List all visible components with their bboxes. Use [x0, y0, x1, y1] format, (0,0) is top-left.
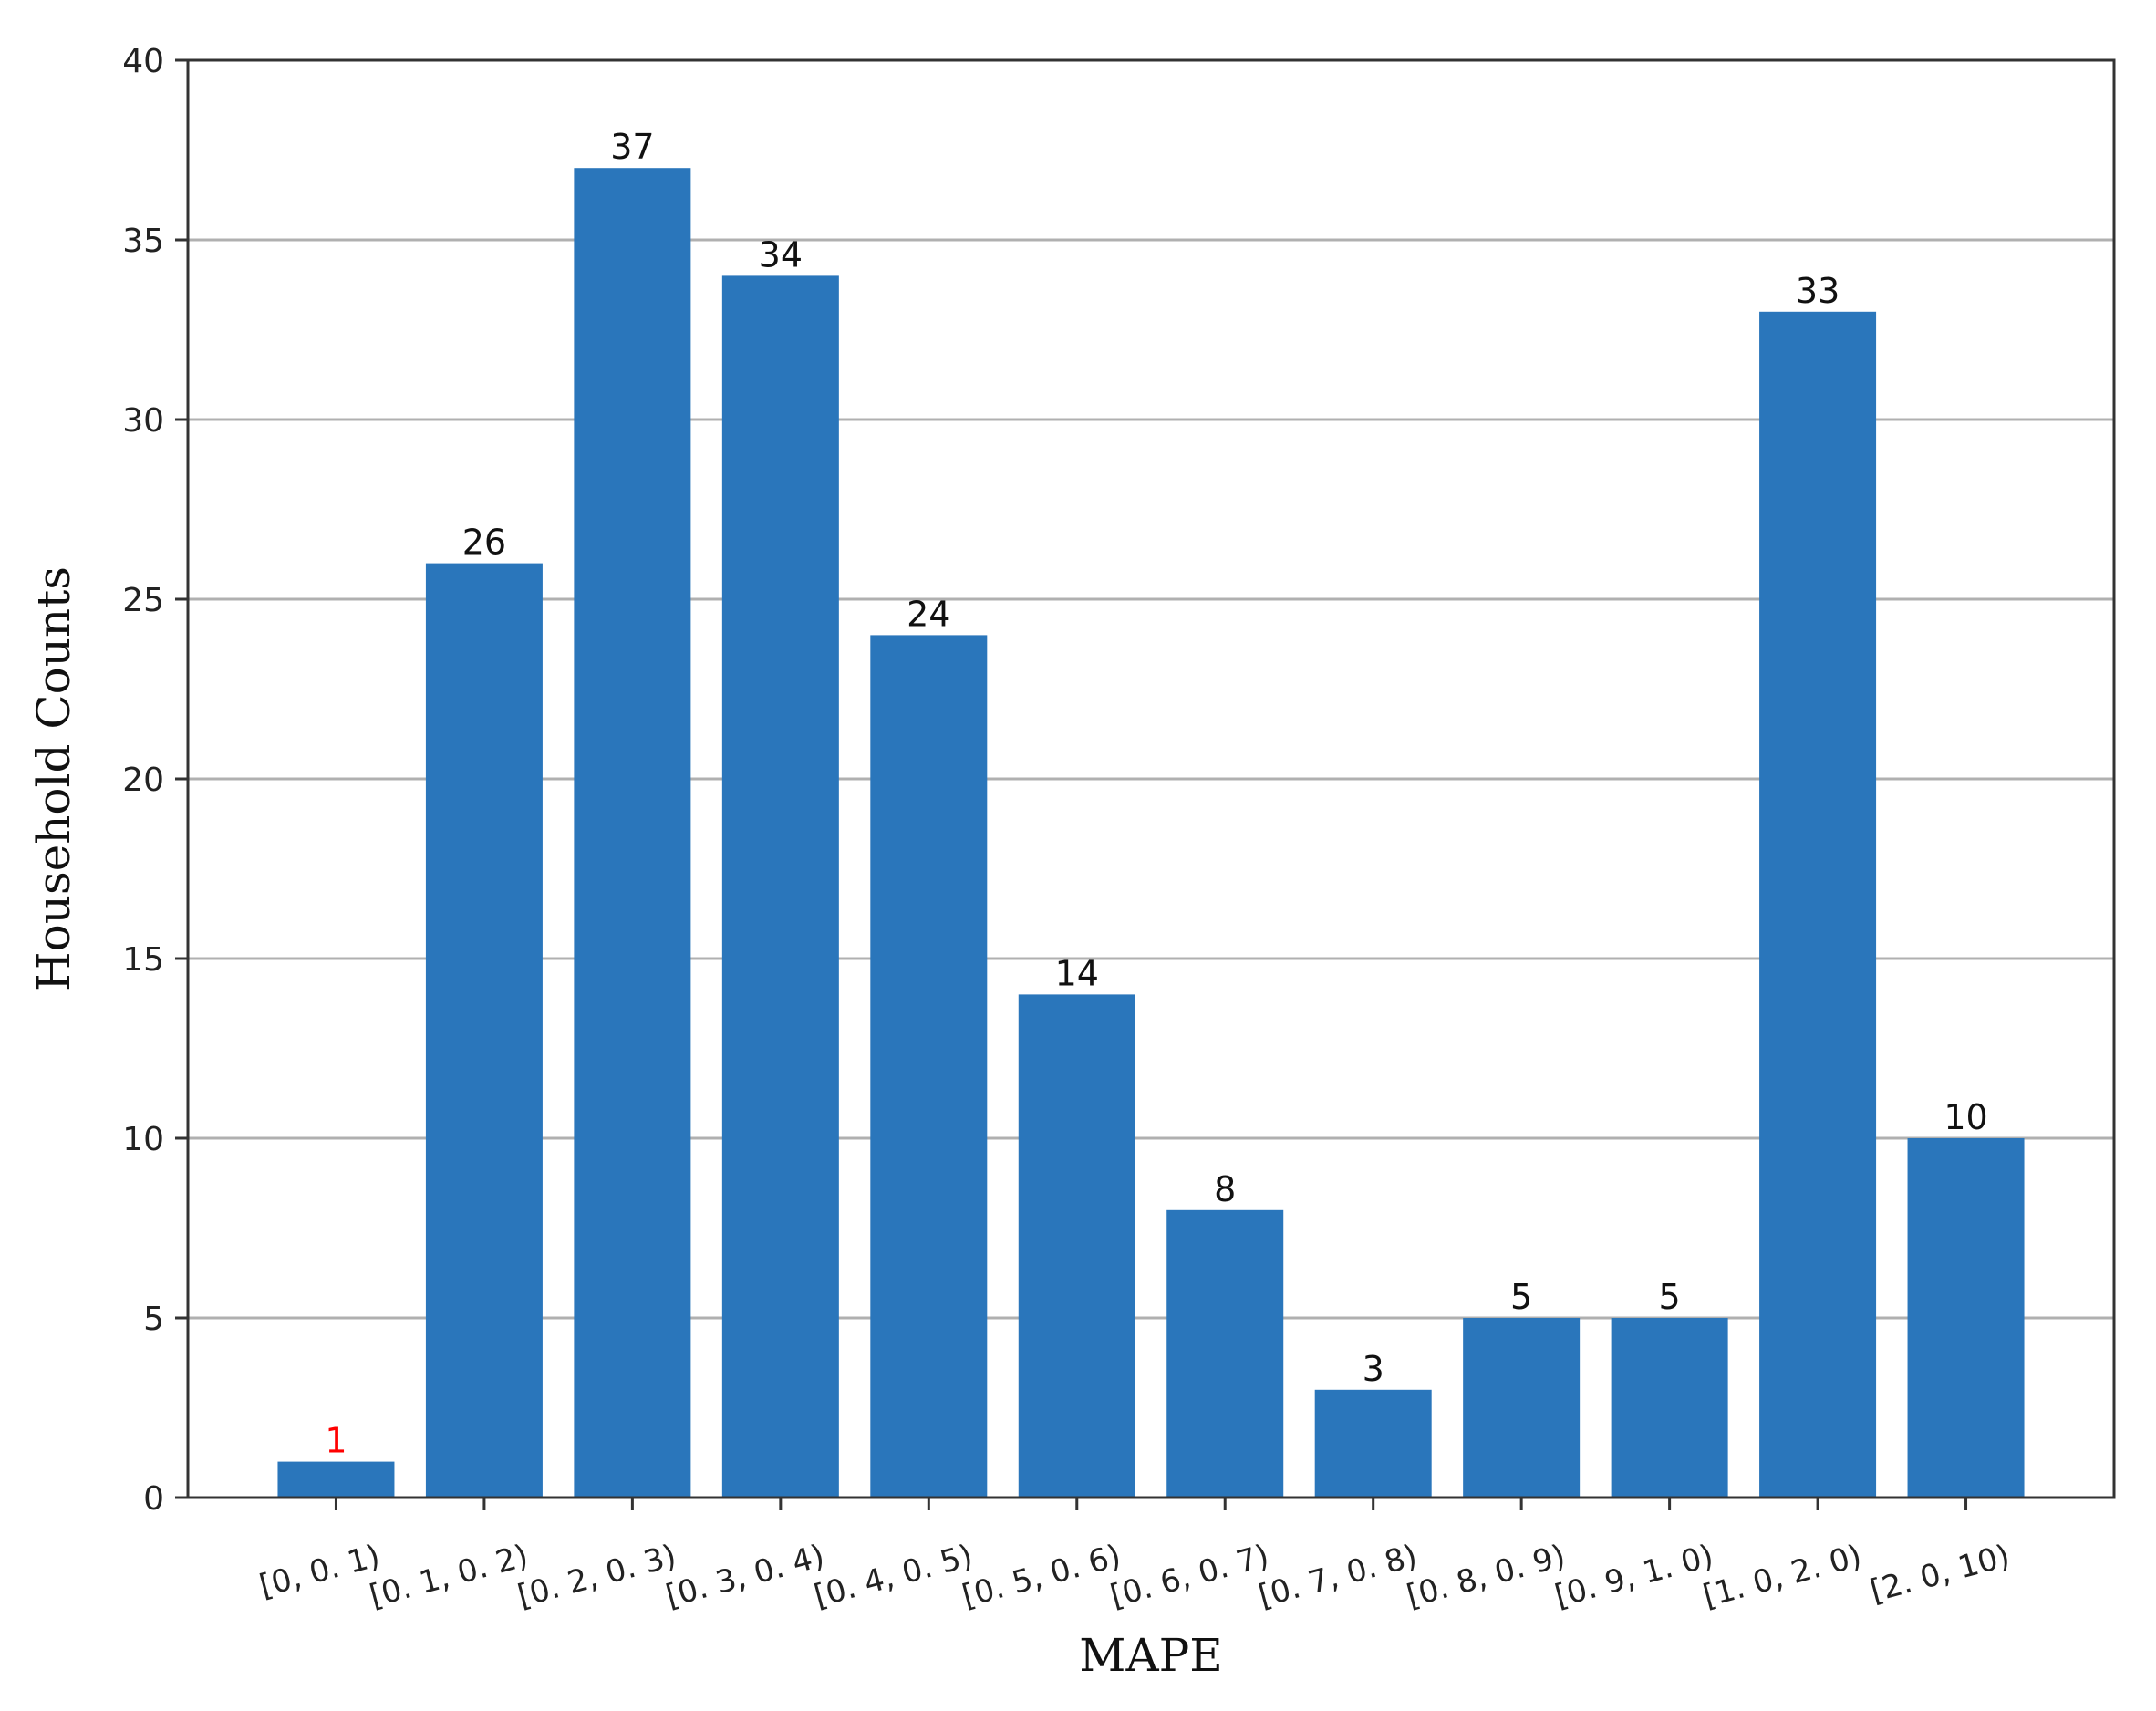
x-axis-ticks: [0, 0. 1)[0. 1, 0. 2)[0. 2, 0. 3)[0. 3, …	[255, 1498, 2014, 1615]
bar-value-label: 14	[1055, 953, 1099, 993]
bar-value-label: 24	[907, 594, 950, 634]
bar-value-label: 33	[1796, 271, 1840, 311]
bar-value-label: 1	[325, 1421, 347, 1461]
bar-value-label: 37	[610, 127, 654, 167]
y-tick-label: 15	[122, 941, 164, 979]
bar	[1463, 1318, 1581, 1498]
x-tick-label: [0. 5, 0. 6)	[959, 1538, 1125, 1615]
x-tick-label: [0. 1, 0. 2)	[366, 1538, 532, 1615]
y-axis-ticks: 0 5 10 15 20 25 30 35 40	[122, 43, 188, 1518]
bar	[1166, 1209, 1284, 1498]
bar	[1907, 1138, 2025, 1498]
bars	[277, 168, 2025, 1498]
y-tick-label: 25	[122, 582, 164, 619]
y-tick-label: 40	[122, 43, 164, 80]
y-tick-label: 0	[143, 1480, 164, 1518]
bar	[277, 1461, 395, 1498]
x-tick-label: [0, 0. 1)	[255, 1538, 383, 1604]
x-axis-title: MAPE	[1079, 1629, 1222, 1682]
bar-value-label: 34	[759, 234, 803, 275]
y-tick-label: 10	[122, 1121, 164, 1158]
x-tick-label: [0. 3, 0. 4)	[662, 1538, 828, 1615]
bar	[425, 563, 543, 1498]
x-tick-label: [0. 7, 0. 8)	[1255, 1538, 1421, 1615]
y-tick-label: 35	[122, 223, 164, 260]
x-tick-label: [0. 9, 1. 0)	[1551, 1538, 1717, 1615]
x-tick-label: [0. 6, 0. 7)	[1106, 1538, 1272, 1615]
x-tick-label: [1. 0, 2. 0)	[1699, 1538, 1865, 1615]
y-tick-label: 30	[122, 402, 164, 440]
y-tick-label: 20	[122, 762, 164, 799]
bar-value-label: 3	[1363, 1349, 1384, 1389]
bar-value-label: 5	[1659, 1277, 1681, 1317]
bar	[574, 168, 691, 1498]
bar	[1018, 994, 1135, 1498]
y-axis-title: Household Counts	[27, 566, 80, 991]
bar-value-label: 5	[1510, 1277, 1532, 1317]
bar-value-labels: 1 26 37 34 24 14 8 3 5 5 33 10	[325, 127, 1987, 1460]
bar-value-label: 8	[1214, 1169, 1236, 1209]
bar	[870, 635, 988, 1498]
x-tick-label: [0. 8, 0. 9)	[1403, 1538, 1569, 1615]
x-tick-label: [0. 4, 0. 5)	[810, 1538, 976, 1615]
bar	[1314, 1389, 1432, 1498]
bar	[1759, 311, 1877, 1498]
bar-value-label: 26	[462, 523, 506, 563]
y-tick-label: 5	[143, 1301, 164, 1338]
bar	[721, 275, 839, 1498]
x-tick-label: [2. 0, 10)	[1867, 1538, 2014, 1610]
x-tick-label: [0. 2, 0. 3)	[514, 1538, 680, 1615]
bar-value-label: 10	[1944, 1097, 1987, 1137]
bar	[1611, 1318, 1728, 1498]
